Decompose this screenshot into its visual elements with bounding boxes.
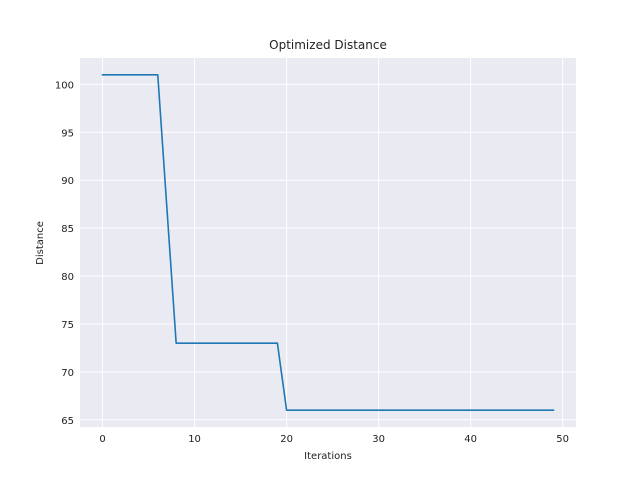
x-tick-label: 20: [280, 434, 293, 445]
x-tick-label: 0: [99, 434, 105, 445]
series-layer: [101, 73, 555, 412]
y-axis-label: Distance: [35, 221, 46, 265]
x-tick-label: 50: [556, 434, 569, 445]
chart-title: Optimized Distance: [269, 38, 387, 52]
y-tick-label: 90: [61, 176, 74, 187]
x-tick-label: 10: [188, 434, 201, 445]
y-tick-label: 75: [61, 320, 74, 331]
plot-area: [80, 58, 576, 427]
x-tick-label: 30: [372, 434, 385, 445]
x-axis-label: Iterations: [304, 451, 352, 462]
y-tick-label: 80: [61, 272, 74, 283]
y-tick-label: 85: [61, 224, 74, 235]
y-axis-ticks: 65 70 75 80 85 90 95 100: [55, 80, 74, 426]
y-tick-label: 100: [55, 80, 74, 91]
y-tick-label: 65: [61, 416, 74, 427]
x-tick-label: 40: [464, 434, 477, 445]
x-axis-ticks: 0 10 20 30 40 50: [99, 434, 569, 445]
series-line: [101, 73, 555, 412]
y-tick-label: 70: [61, 368, 74, 379]
y-tick-label: 95: [61, 128, 74, 139]
grid: [80, 58, 576, 427]
